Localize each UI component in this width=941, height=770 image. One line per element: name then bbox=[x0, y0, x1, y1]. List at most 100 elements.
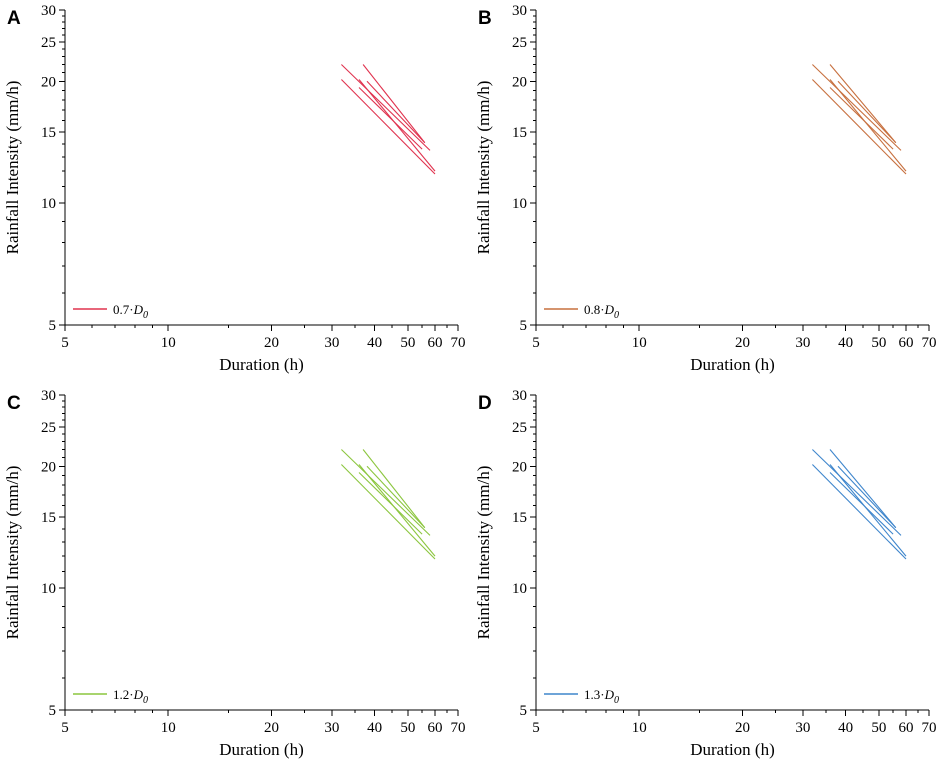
legend-label: 1.3·D0 bbox=[584, 687, 619, 706]
x-tick-label: 5 bbox=[61, 720, 69, 736]
legend: 1.2·D0 bbox=[73, 687, 148, 706]
x-tick-label: 50 bbox=[871, 720, 886, 736]
x-tick-label: 30 bbox=[324, 720, 339, 736]
y-axis-label: Rainfall Intensity (mm/h) bbox=[3, 466, 22, 640]
series-line-5 bbox=[362, 449, 426, 529]
x-tick-label: 40 bbox=[838, 720, 853, 736]
y-tick-label: 30 bbox=[512, 3, 527, 19]
x-tick-label: 5 bbox=[532, 335, 540, 351]
y-tick-label: 25 bbox=[41, 420, 56, 436]
y-tick-label: 15 bbox=[41, 510, 56, 526]
legend-symbol: D bbox=[604, 687, 615, 702]
x-tick-label: 50 bbox=[400, 335, 415, 351]
panel-letter: C bbox=[7, 393, 21, 414]
legend-subscript: 0 bbox=[143, 310, 148, 321]
y-tick-label: 30 bbox=[41, 3, 56, 19]
y-tick-label: 20 bbox=[41, 74, 56, 90]
series-line-4 bbox=[829, 472, 894, 535]
x-tick-label: 10 bbox=[632, 335, 647, 351]
y-tick-label: 30 bbox=[41, 388, 56, 404]
panel-letter: D bbox=[478, 393, 492, 414]
series-line-6 bbox=[366, 80, 426, 144]
legend: 0.8·D0 bbox=[544, 302, 619, 321]
legend-prefix: 1.2· bbox=[113, 687, 134, 702]
series-line-2 bbox=[812, 64, 902, 151]
x-tick-label: 20 bbox=[735, 720, 750, 736]
series-line-5 bbox=[362, 64, 426, 144]
series-line-1 bbox=[812, 79, 907, 175]
series-line-6 bbox=[837, 465, 897, 529]
series-line-5 bbox=[829, 64, 897, 144]
legend-prefix: 0.8· bbox=[584, 302, 605, 317]
y-tick-label: 15 bbox=[41, 125, 56, 141]
x-tick-label: 50 bbox=[871, 335, 886, 351]
legend-subscript: 0 bbox=[614, 310, 619, 321]
y-tick-label: 10 bbox=[512, 581, 527, 597]
y-tick-label: 25 bbox=[41, 35, 56, 51]
x-tick-label: 5 bbox=[532, 720, 540, 736]
legend-prefix: 0.7· bbox=[113, 302, 134, 317]
legend-prefix: 1.3· bbox=[584, 687, 605, 702]
x-tick-label: 40 bbox=[367, 720, 382, 736]
x-axis-label: Duration (h) bbox=[219, 740, 304, 759]
x-tick-label: 20 bbox=[264, 335, 279, 351]
x-tick-label: 60 bbox=[428, 720, 443, 736]
y-tick-label: 20 bbox=[41, 459, 56, 475]
y-tick-label: 5 bbox=[520, 318, 528, 334]
y-tick-label: 25 bbox=[512, 35, 527, 51]
x-tick-label: 10 bbox=[161, 335, 176, 351]
series-line-6 bbox=[366, 465, 426, 529]
y-axis-label: Rainfall Intensity (mm/h) bbox=[3, 81, 22, 255]
y-axis-label: Rainfall Intensity (mm/h) bbox=[474, 81, 493, 255]
legend-symbol: D bbox=[133, 687, 144, 702]
series-line-1 bbox=[812, 464, 907, 560]
x-axis-label: Duration (h) bbox=[219, 355, 304, 374]
y-tick-label: 5 bbox=[520, 703, 528, 719]
series-line-6 bbox=[837, 80, 897, 144]
y-tick-label: 15 bbox=[512, 510, 527, 526]
y-tick-label: 10 bbox=[512, 196, 527, 212]
series-line-1 bbox=[341, 464, 436, 560]
panel-letter: B bbox=[478, 8, 492, 29]
x-tick-label: 30 bbox=[795, 335, 810, 351]
legend-label: 0.8·D0 bbox=[584, 302, 619, 321]
x-axis-label: Duration (h) bbox=[690, 740, 775, 759]
legend-label: 1.2·D0 bbox=[113, 687, 148, 706]
x-tick-label: 10 bbox=[161, 720, 176, 736]
y-tick-label: 5 bbox=[49, 318, 57, 334]
series-line-2 bbox=[341, 449, 431, 536]
legend: 1.3·D0 bbox=[544, 687, 619, 706]
x-tick-label: 30 bbox=[324, 335, 339, 351]
x-tick-label: 70 bbox=[922, 335, 937, 351]
x-tick-label: 20 bbox=[735, 335, 750, 351]
x-tick-label: 60 bbox=[899, 335, 914, 351]
chart-panel-d: D 5 10 20 30 40 50 60 70 5 10 15 20 25 30 Duration (h) R… bbox=[474, 388, 937, 759]
x-tick-label: 30 bbox=[795, 720, 810, 736]
y-axis-label: Rainfall Intensity (mm/h) bbox=[474, 466, 493, 640]
series-line-2 bbox=[341, 64, 431, 151]
series-line-4 bbox=[358, 87, 423, 150]
x-tick-label: 70 bbox=[451, 720, 466, 736]
x-tick-label: 50 bbox=[400, 720, 415, 736]
x-tick-label: 10 bbox=[632, 720, 647, 736]
series-line-4 bbox=[358, 472, 423, 535]
series-line-5 bbox=[829, 449, 897, 529]
y-tick-label: 10 bbox=[41, 196, 56, 212]
series-line-4 bbox=[829, 87, 894, 150]
y-tick-label: 20 bbox=[512, 459, 527, 475]
x-axis-label: Duration (h) bbox=[690, 355, 775, 374]
y-tick-label: 10 bbox=[41, 581, 56, 597]
x-tick-label: 70 bbox=[451, 335, 466, 351]
legend: 0.7·D0 bbox=[73, 302, 148, 321]
y-tick-label: 25 bbox=[512, 420, 527, 436]
y-tick-label: 20 bbox=[512, 74, 527, 90]
chart-panel-b: B 5 10 20 30 40 50 60 70 5 10 15 20 25 30 Duration (h) R… bbox=[474, 3, 937, 374]
chart-panel-c: C 5 10 20 30 40 50 60 70 5 10 15 20 25 30 Duration (h) R… bbox=[3, 388, 466, 759]
legend-label: 0.7·D0 bbox=[113, 302, 148, 321]
x-tick-label: 60 bbox=[428, 335, 443, 351]
series-line-1 bbox=[341, 79, 436, 175]
legend-symbol: D bbox=[133, 302, 144, 317]
series-line-2 bbox=[812, 449, 902, 536]
panel-letter: A bbox=[7, 8, 21, 29]
